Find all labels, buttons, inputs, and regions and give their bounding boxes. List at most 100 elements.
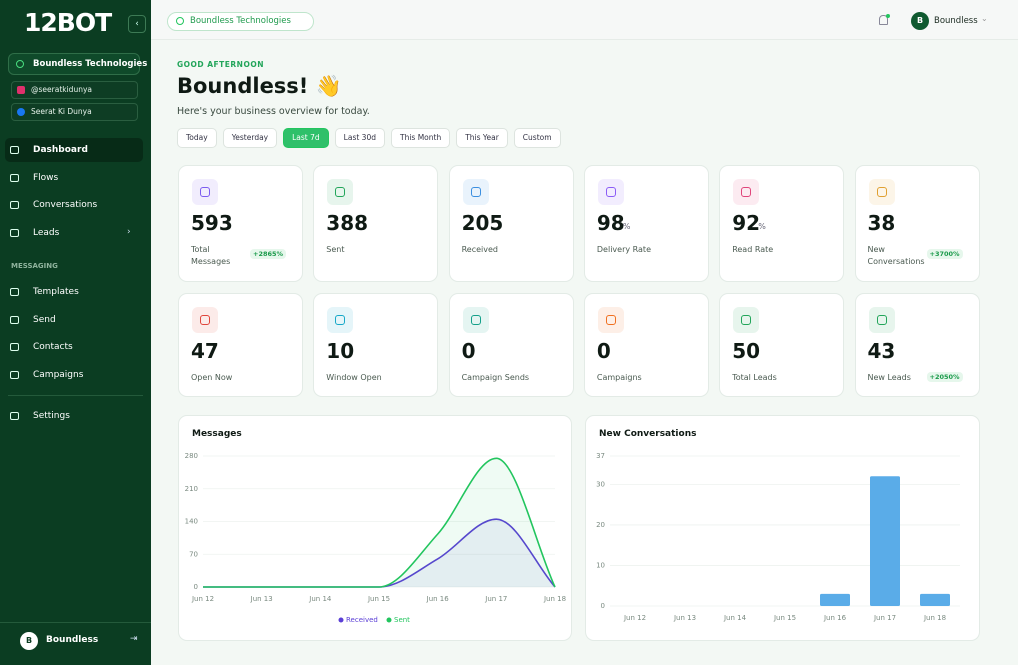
stat-card [719,165,845,282]
account-icon [17,108,25,116]
notification-dot [886,14,890,18]
nav-item[interactable]: Conversations [5,193,143,217]
workspace-name: Boundless Technologies [33,59,148,69]
chart-panel [585,415,980,641]
nav-label: Send [33,314,56,325]
stat-icon-glyph [335,315,346,325]
stat-value: 98 [596,211,625,235]
workspace-switcher[interactable]: Boundless Technologies [8,53,148,75]
nav-item[interactable]: Send [5,308,143,332]
filter-button[interactable]: Today [177,128,217,148]
divider [8,395,143,396]
stat-icon-glyph [876,315,887,325]
stat-icon-glyph [200,187,210,197]
user-name: Boundless [934,16,978,26]
filter-button[interactable]: This Year [456,128,508,148]
filters: Today Yesterday Last 7d Last 30d This Month T… [177,128,561,148]
account-icon [17,86,25,94]
stat-icon [462,179,489,205]
nav-label: Templates [33,287,79,297]
stat-value: 10 [326,339,355,363]
chevron: ⌄ [981,14,988,23]
bell[interactable] [879,15,888,25]
stat-icon [733,179,760,205]
stat-badge: +2050% [926,372,963,382]
nav-label: Settings [33,411,70,421]
workspace-pill[interactable]: Boundless Technologies [167,12,314,31]
stat-icon-glyph [876,187,887,197]
section-label: MESSAGING [11,262,58,270]
account-name: Seerat Ki Dunya [31,107,92,116]
stat-label: Sent [326,245,345,254]
title: Boundless! 👋 [177,74,342,98]
stat-icon [868,307,895,333]
stat-icon-glyph [335,187,346,197]
stat-icon [733,307,760,333]
account[interactable]: @seeratkidunya [11,81,138,99]
filter-button[interactable]: Last 30d [334,128,385,148]
stat-card [313,165,439,282]
stat-icon-glyph [470,187,481,197]
divider [0,622,151,623]
nav-icon [10,228,19,237]
nav-item[interactable]: Dashboard [5,138,143,162]
stat-value: 38 [867,211,896,235]
stat-label: New Leads [867,373,911,382]
stat-card [583,293,709,397]
stat-icon [597,179,624,205]
account[interactable]: Seerat Ki Dunya [11,103,138,121]
stat-label: Campaigns [596,373,642,382]
account-name: @seeratkidunya [31,85,92,94]
nav-item[interactable]: Contacts [5,335,143,359]
filter-button[interactable]: Yesterday [222,128,278,148]
stat-label: Delivery Rate [596,245,651,254]
stat-card [583,165,709,282]
nav-item[interactable]: Templates [5,280,143,304]
stat-label: Campaign Sends [461,373,530,382]
chart-panel [178,415,572,641]
stat-card [719,293,845,397]
nav-icon [10,315,19,324]
nav-item[interactable]: Leads [5,221,143,245]
nav-label: Contacts [33,342,73,352]
stat-value: 43 [867,339,896,363]
filter-button[interactable]: This Month [390,128,451,148]
stat-label: Received [461,245,498,254]
stat-label: Window Open [326,373,382,382]
nav-item[interactable]: Settings [5,404,143,428]
chevron: › [127,226,131,237]
stat-icon-glyph [741,187,752,197]
nav-item[interactable]: Flows [5,166,143,190]
stat-unit: % [622,222,631,231]
nav-label: Campaigns [33,369,84,380]
stat-icon [327,307,354,333]
filter-button[interactable]: Custom [513,128,561,148]
nav-icon [10,173,19,182]
logo: 12BOT [24,8,112,37]
stat-value: 593 [191,211,233,235]
stat-card [448,293,574,397]
stat-value: 47 [191,339,219,363]
user-name: Boundless [46,635,99,645]
nav-label: Leads [33,227,60,238]
nav-icon [10,412,19,420]
stat-label: Total Leads [732,373,777,382]
avatar[interactable]: B [911,12,929,30]
stat-value: 0 [596,339,611,363]
stat-icon [192,307,218,333]
stat-label: New Conversations [867,245,925,266]
stat-icon [192,179,218,205]
pill-icon [176,17,184,25]
nav-icon [10,146,19,154]
nav-item[interactable]: Campaigns [5,363,143,387]
nav-icon [10,370,19,379]
nav-icon [10,201,19,209]
pill-label: Boundless Technologies [190,16,291,26]
logout-button[interactable]: ⇥ [130,634,138,644]
collapse-button[interactable]: ‹ [128,15,146,33]
stat-unit: % [758,222,766,231]
stat-icon-glyph [200,315,210,325]
stat-value: 0 [461,339,476,363]
filter-button[interactable]: Last 7d [283,128,329,148]
